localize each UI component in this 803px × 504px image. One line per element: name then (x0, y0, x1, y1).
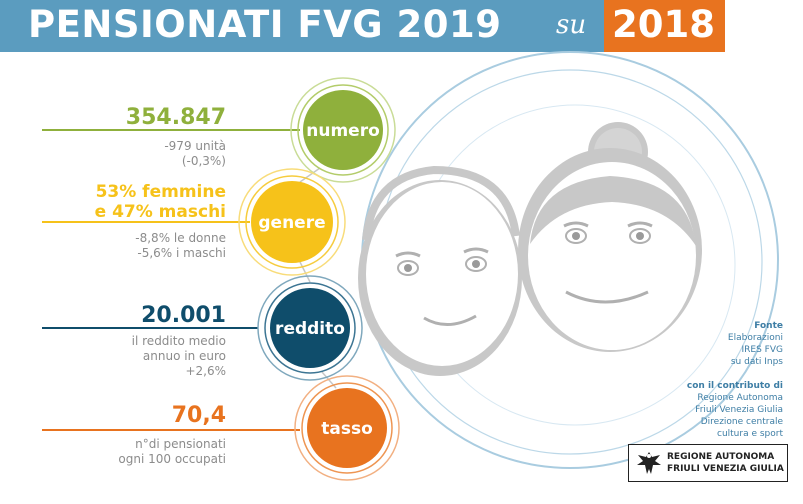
numero-detail: -979 unità (-0,3%) (164, 139, 226, 169)
genere-circle (238, 168, 346, 276)
region-logo: REGIONE AUTONOMA FRIULI VENEZIA GIULIA (628, 444, 788, 482)
numero-circle-label: numero (306, 121, 380, 141)
link-line (299, 261, 311, 283)
numero-value: 354.847 (125, 105, 226, 130)
genere-detail-line: -5,6% i maschi (137, 246, 226, 260)
header-connector: su (556, 10, 587, 40)
header-compare-year: 2018 (612, 3, 715, 46)
logo-text: REGIONE AUTONOMA FRIULI VENEZIA GIULIA (667, 451, 784, 475)
genere-circle-label: genere (258, 213, 326, 233)
eagle-icon (637, 452, 661, 474)
contribution-line: Direzione centrale (700, 417, 783, 427)
man-face-icon (358, 165, 522, 376)
tasso-detail-line: ogni 100 occupati (118, 452, 226, 466)
contribution-note: con il contributo di Regione Autonoma Fr… (687, 380, 783, 440)
numero-circle (290, 77, 396, 183)
reddito-circle-label: reddito (275, 319, 345, 339)
reddito-value: 20.001 (141, 303, 226, 328)
logo-line: REGIONE AUTONOMA (667, 452, 775, 462)
header-year-box (604, 0, 725, 52)
link-line (299, 167, 321, 183)
reddito-detail-line: il reddito medio (131, 334, 226, 348)
page-title: PENSIONATI FVG 2019 (28, 3, 502, 46)
logo-line: FRIULI VENEZIA GIULIA (667, 464, 784, 474)
reddito-circle (257, 275, 363, 381)
genere-value-line: 53% femmine (95, 182, 226, 202)
contribution-heading: con il contributo di (686, 381, 783, 391)
genere-detail: -8,8% le donne -5,6% i maschi (135, 231, 226, 261)
tasso-value: 70,4 (171, 403, 226, 428)
contribution-line: cultura e sport (717, 429, 783, 439)
source-line: su dati Inps (730, 357, 783, 367)
genere-value: 53% femmine e 47% maschi (95, 182, 226, 222)
reddito-detail-line: +2,6% (185, 364, 226, 378)
numero-detail-line: (-0,3%) (181, 154, 226, 168)
woman-face-icon (518, 122, 702, 352)
contribution-line: Friuli Venezia Giulia (695, 405, 783, 415)
contribution-line: Regione Autonoma (697, 393, 783, 403)
genere-value-line: e 47% maschi (94, 202, 226, 222)
source-heading: Fonte (754, 321, 783, 331)
tasso-detail-line: n°di pensionati (135, 437, 226, 451)
reddito-detail-line: annuo in euro (142, 349, 226, 363)
numero-detail-line: -979 unità (164, 139, 226, 153)
tasso-detail: n°di pensionati ogni 100 occupati (118, 437, 226, 467)
source-line: IRES FVG (741, 345, 783, 355)
tasso-circle (294, 375, 400, 481)
tasso-circle-label: tasso (321, 419, 373, 439)
source-note: Fonte Elaborazioni IRES FVG su dati Inps (728, 320, 783, 368)
genere-detail-line: -8,8% le donne (135, 231, 226, 245)
reddito-detail: il reddito medio annuo in euro +2,6% (132, 334, 226, 379)
source-line: Elaborazioni (727, 333, 783, 343)
